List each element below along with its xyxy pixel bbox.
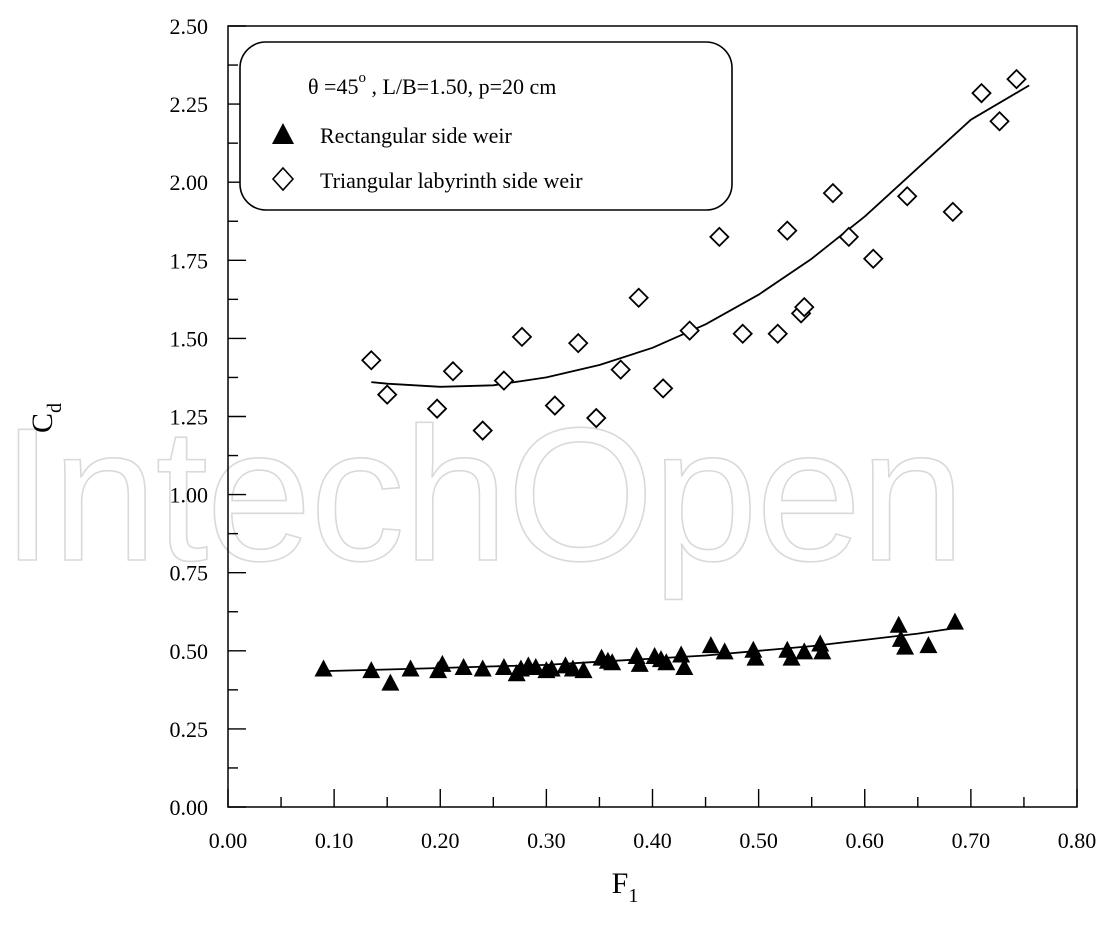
legend-entry-triangular: Triangular labyrinth side weir xyxy=(320,168,583,193)
data-point-diamond xyxy=(767,323,789,344)
data-point-diamond xyxy=(442,360,464,382)
y-tick-label: 0.50 xyxy=(170,639,209,664)
y-tick-label: 0.25 xyxy=(170,717,209,742)
data-point-triangle xyxy=(701,636,720,654)
data-point-triangle xyxy=(746,648,765,666)
data-point-triangle xyxy=(563,659,582,677)
x-tick-label: 0.10 xyxy=(315,828,354,853)
data-point-triangle xyxy=(362,661,381,679)
data-point-diamond xyxy=(511,326,533,348)
data-point-diamond xyxy=(628,287,649,309)
x-axis-ticks xyxy=(227,789,1078,807)
y-tick-label: 2.00 xyxy=(170,170,209,195)
data-point-triangle xyxy=(381,673,400,691)
data-point-triangle xyxy=(603,653,622,671)
data-point-diamond xyxy=(544,395,566,416)
x-tick-label: 0.40 xyxy=(633,828,672,853)
data-point-triangle xyxy=(433,654,452,672)
legend-triangle-marker xyxy=(272,123,294,144)
data-point-diamond xyxy=(360,349,382,371)
data-point-diamond xyxy=(585,407,607,429)
y-tick-label: 1.75 xyxy=(170,248,209,273)
data-point-diamond xyxy=(942,201,964,223)
data-point-diamond xyxy=(679,320,700,341)
data-point-diamond xyxy=(426,398,448,419)
x-tick-label: 0.30 xyxy=(527,828,566,853)
data-point-diamond xyxy=(838,226,860,248)
data-point-diamond xyxy=(989,111,1010,132)
data-point-diamond xyxy=(709,226,730,248)
data-point-triangle xyxy=(889,615,908,633)
y-tick-label: 0.00 xyxy=(170,795,209,820)
data-point-triangle xyxy=(813,642,832,660)
data-point-triangle xyxy=(401,659,420,677)
data-point-diamond xyxy=(1006,68,1027,90)
x-axis-tick-labels: 0.00 0.10 0.20 0.30 0.40 0.50 0.60 0.70 0.80 xyxy=(209,828,1097,853)
data-point-triangle xyxy=(574,661,593,679)
y-axis-ticks xyxy=(228,25,246,808)
x-axis-title: F1 xyxy=(612,867,639,907)
data-point-diamond xyxy=(862,248,884,270)
data-point-triangle xyxy=(542,659,561,677)
data-point-diamond xyxy=(777,220,798,241)
y-tick-label: 1.50 xyxy=(170,326,209,351)
data-point-diamond xyxy=(652,378,674,399)
data-point-triangle xyxy=(795,642,814,660)
data-point-triangle xyxy=(494,657,513,675)
data-point-triangle xyxy=(314,659,333,677)
data-point-triangle xyxy=(526,657,545,675)
legend-title: θ =45o , L/B=1.50, p=20 cm xyxy=(308,70,556,99)
fit-curve xyxy=(371,84,1030,388)
data-point-triangle xyxy=(782,648,801,666)
y-tick-label: 2.25 xyxy=(170,92,209,117)
data-point-triangle xyxy=(896,637,915,655)
data-point-diamond xyxy=(493,370,515,391)
data-points xyxy=(314,68,1027,691)
x-tick-label: 0.80 xyxy=(1058,828,1097,853)
data-point-triangle xyxy=(945,612,964,630)
data-point-triangle xyxy=(675,657,694,675)
data-point-triangle xyxy=(657,653,676,671)
data-point-diamond xyxy=(896,185,918,207)
legend-box xyxy=(239,41,733,211)
data-point-triangle xyxy=(454,657,473,675)
x-tick-label: 0.70 xyxy=(952,828,991,853)
data-point-diamond xyxy=(732,323,753,344)
data-point-triangle xyxy=(672,645,691,663)
x-tick-label: 0.60 xyxy=(846,828,885,853)
y-tick-label: 0.75 xyxy=(170,561,209,586)
y-tick-label: 1.25 xyxy=(170,405,209,430)
x-tick-label: 0.20 xyxy=(421,828,460,853)
data-point-diamond xyxy=(376,384,398,405)
legend: θ =45o , L/B=1.50, p=20 cm Rectangular s… xyxy=(239,41,733,211)
data-point-triangle xyxy=(630,654,649,672)
x-tick-label: 0.50 xyxy=(739,828,778,853)
data-point-triangle xyxy=(715,642,734,660)
y-axis-tick-labels: 0.00 0.25 0.50 0.75 1.00 1.25 1.50 1.75 2.00 2.25… xyxy=(170,14,209,820)
data-point-triangle xyxy=(919,636,938,654)
data-point-diamond xyxy=(822,182,844,204)
data-point-diamond xyxy=(971,82,992,104)
y-tick-label: 2.50 xyxy=(170,14,209,39)
y-tick-label: 1.00 xyxy=(170,483,209,508)
y-axis-title: Cd xyxy=(26,403,66,433)
data-point-diamond xyxy=(472,420,493,441)
data-point-diamond xyxy=(610,359,631,380)
data-point-triangle xyxy=(473,659,492,677)
legend-diamond-marker xyxy=(271,166,295,192)
data-point-diamond xyxy=(793,296,815,318)
legend-entry-rectangular: Rectangular side weir xyxy=(320,123,512,148)
x-tick-label: 0.00 xyxy=(209,828,248,853)
data-point-diamond xyxy=(567,332,589,354)
